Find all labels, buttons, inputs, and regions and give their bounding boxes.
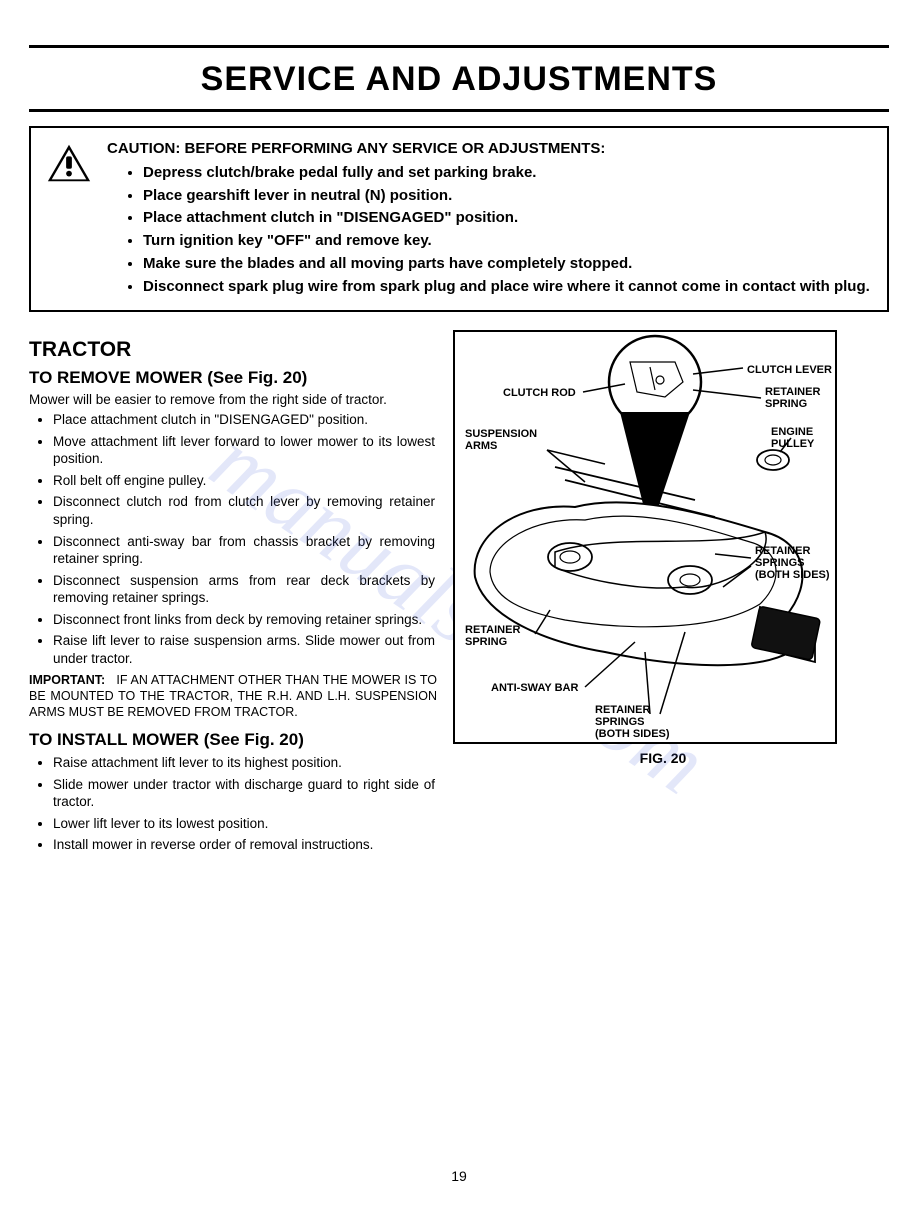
caution-list: Depress clutch/brake pedal fully and set… xyxy=(107,162,873,298)
label-retainer-springs-bottom: RETAINER SPRINGS (BOTH SIDES) xyxy=(595,704,670,740)
caution-item: Turn ignition key "OFF" and remove key. xyxy=(143,230,873,252)
remove-lead: Mower will be easier to remove from the … xyxy=(29,392,437,407)
list-item: Move attachment lift lever forward to lo… xyxy=(53,433,437,468)
install-steps: Raise attachment lift lever to its highe… xyxy=(29,754,437,854)
list-item: Disconnect suspension arms from rear dec… xyxy=(53,572,437,607)
content-columns: TRACTOR TO REMOVE MOWER (See Fig. 20) Mo… xyxy=(29,330,889,858)
important-label: IMPORTANT: xyxy=(29,673,105,687)
caution-item: Place attachment clutch in "DISENGAGED" … xyxy=(143,207,873,229)
list-item: Disconnect front links from deck by remo… xyxy=(53,611,437,629)
left-column: TRACTOR TO REMOVE MOWER (See Fig. 20) Mo… xyxy=(29,330,437,858)
label-retainer-spring-top: RETAINER SPRING xyxy=(765,386,820,410)
label-anti-sway-bar: ANTI-SWAY BAR xyxy=(491,682,578,694)
list-item: Raise attachment lift lever to its highe… xyxy=(53,754,437,772)
list-item: Place attachment clutch in "DISENGAGED" … xyxy=(53,411,437,429)
caution-item: Make sure the blades and all moving part… xyxy=(143,253,873,275)
figure-20-box: CLUTCH LEVER CLUTCH ROD RETAINER SPRING … xyxy=(453,330,837,744)
caution-box: CAUTION: BEFORE PERFORMING ANY SERVICE O… xyxy=(29,126,889,312)
list-item: Disconnect clutch rod from clutch lever … xyxy=(53,493,437,528)
page-number: 19 xyxy=(29,1168,889,1184)
title-rule xyxy=(29,109,889,112)
tractor-heading: TRACTOR xyxy=(29,338,437,362)
label-retainer-spring-left: RETAINER SPRING xyxy=(465,624,520,648)
remove-steps: Place attachment clutch in "DISENGAGED" … xyxy=(29,411,437,667)
figure-caption: FIG. 20 xyxy=(453,750,873,766)
remove-mower-heading: TO REMOVE MOWER (See Fig. 20) xyxy=(29,368,437,388)
label-clutch-rod: CLUTCH ROD xyxy=(503,387,576,399)
label-suspension-arms: SUSPENSION ARMS xyxy=(465,428,537,452)
label-retainer-springs-right: RETAINER SPRINGS (BOTH SIDES) xyxy=(755,545,830,581)
list-item: Slide mower under tractor with discharge… xyxy=(53,776,437,811)
list-item: Install mower in reverse order of remova… xyxy=(53,836,437,854)
label-clutch-lever: CLUTCH LEVER xyxy=(747,364,832,376)
caution-item: Place gearshift lever in neutral (N) pos… xyxy=(143,185,873,207)
page-title: SERVICE AND ADJUSTMENTS xyxy=(29,60,889,99)
important-note: IMPORTANT: IF AN ATTACHMENT OTHER THAN T… xyxy=(29,673,437,720)
page: manualslib.com SERVICE AND ADJUSTMENTS C… xyxy=(29,0,889,1224)
list-item: Roll belt off engine pulley. xyxy=(53,472,437,490)
label-engine-pulley: ENGINE PULLEY xyxy=(771,426,814,450)
caution-content: CAUTION: BEFORE PERFORMING ANY SERVICE O… xyxy=(107,138,873,298)
warning-triangle-icon xyxy=(45,142,93,186)
right-column: CLUTCH LEVER CLUTCH ROD RETAINER SPRING … xyxy=(453,330,873,766)
install-mower-heading: TO INSTALL MOWER (See Fig. 20) xyxy=(29,730,437,750)
list-item: Lower lift lever to its lowest position. xyxy=(53,815,437,833)
caution-item: Depress clutch/brake pedal fully and set… xyxy=(143,162,873,184)
caution-heading: CAUTION: BEFORE PERFORMING ANY SERVICE O… xyxy=(107,138,873,160)
list-item: Raise lift lever to raise suspension arm… xyxy=(53,632,437,667)
list-item: Disconnect anti-sway bar from chassis br… xyxy=(53,533,437,568)
top-rule xyxy=(29,45,889,48)
caution-item: Disconnect spark plug wire from spark pl… xyxy=(143,276,873,298)
